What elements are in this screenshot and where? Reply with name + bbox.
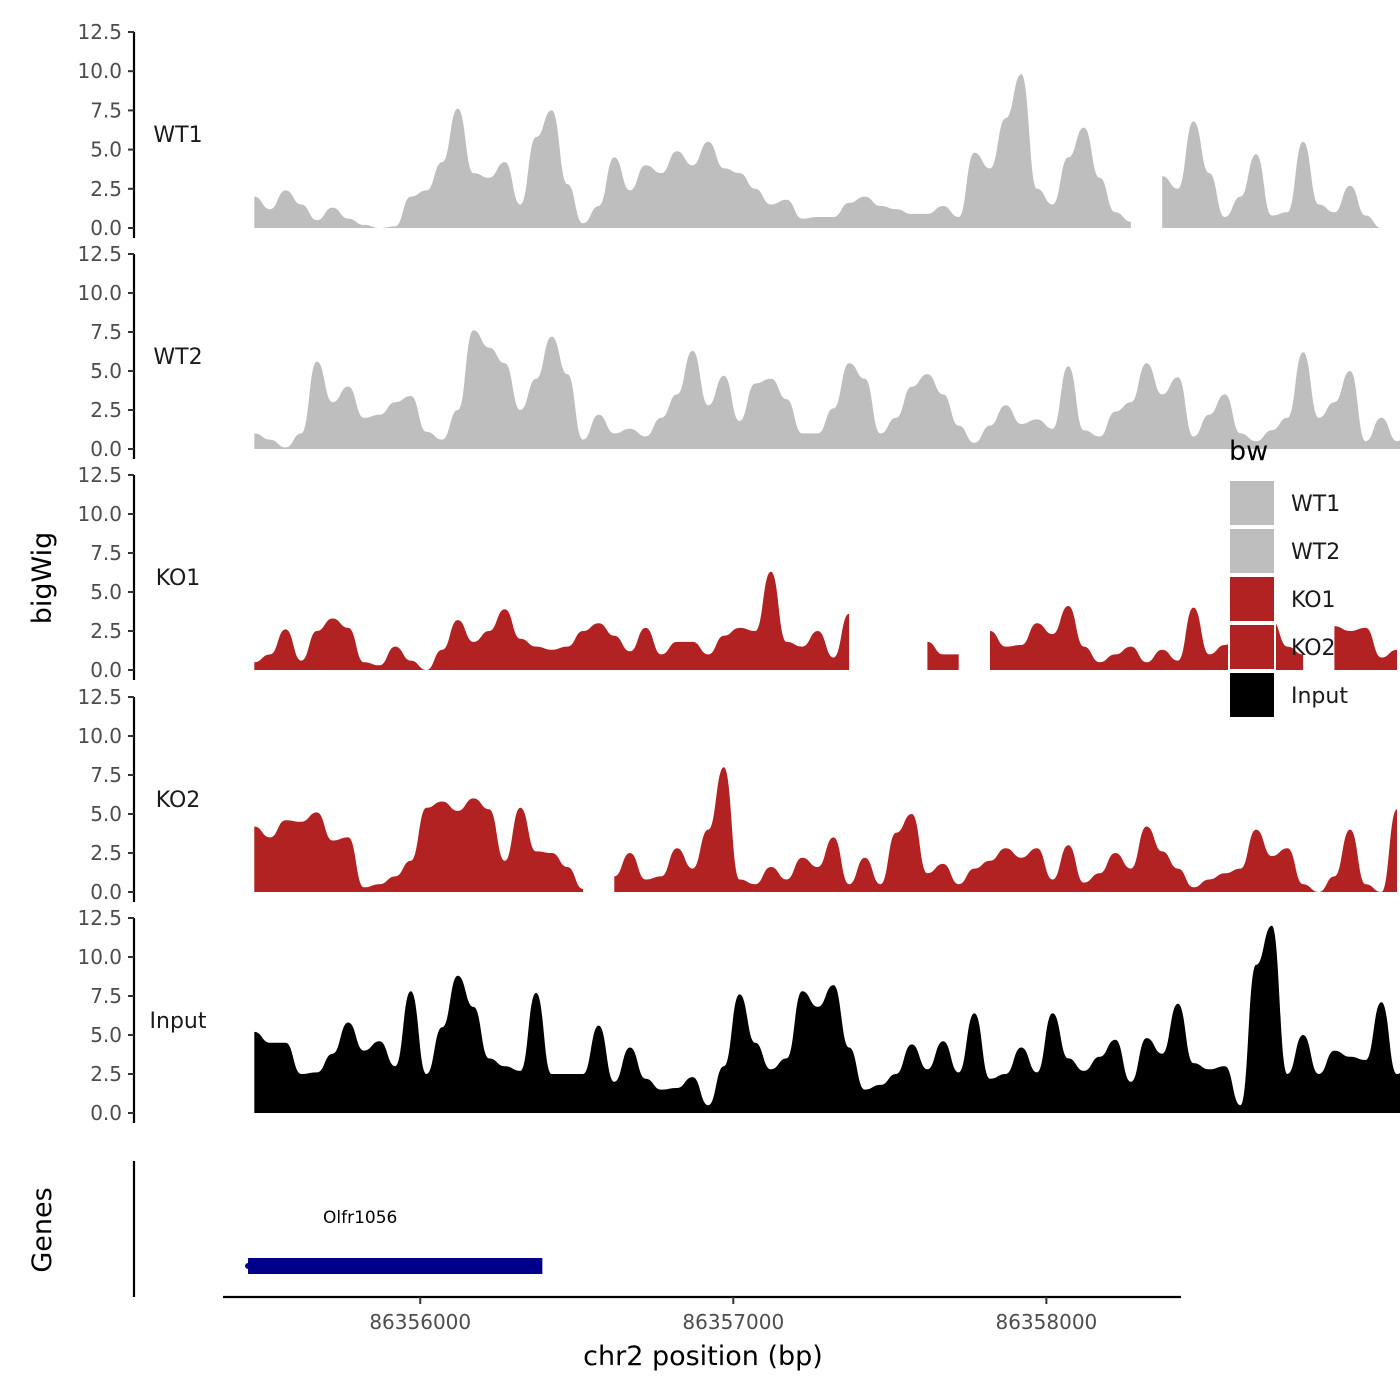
x-axis-title: chr2 position (bp) [583,1341,823,1372]
x-tick-label: 86357000 [682,1310,784,1334]
x-tick-label: 86356000 [369,1310,471,1334]
y-tick-label: 0.0 [90,880,122,904]
legend-swatch-ko2 [1228,623,1276,671]
y-tick-label: 10.0 [77,945,122,969]
y-tick-label: 5.0 [90,1023,122,1047]
track-wt2: 0.0 2.5 5.0 7.5 10.0 12.5 WT2 [77,242,1400,461]
gene-label: Olfr1056 [323,1208,397,1228]
track-label-wt2: WT2 [153,345,202,370]
y-tick-label: 5.0 [90,580,122,604]
track-input: 0.0 2.5 5.0 7.5 10.0 12.5 Input [77,906,1400,1125]
y-tick-label: 0.0 [90,437,122,461]
y-tick-label: 2.5 [90,177,122,201]
legend-label-wt1: WT1 [1291,492,1340,517]
signal-area-wt1 [254,74,1131,228]
y-tick-label: 5.0 [90,802,122,826]
y-tick-label: 7.5 [90,320,122,344]
legend-label-ko2: KO2 [1291,636,1336,661]
y-tick-label: 12.5 [77,242,122,266]
signal-area-ko2 [614,767,1397,892]
signal-area-wt2 [254,330,1400,449]
signal-area-ko1 [990,584,1304,670]
y-tick-label: 7.5 [90,763,122,787]
track-label-input: Input [150,1009,207,1034]
track-label-ko1: KO1 [156,566,201,591]
signal-area-ko1 [927,641,959,670]
signal-area-ko1 [254,571,850,670]
legend-title: bw [1229,436,1268,467]
gene-body [248,1258,543,1274]
legend-swatch-wt2 [1228,527,1276,575]
gene-panel: Olfr1056 [132,1161,543,1297]
legend-label-ko1: KO1 [1291,588,1336,613]
signal-area-ko2 [254,798,584,892]
y-tick-label: 2.5 [90,398,122,422]
track-ko2: 0.0 2.5 5.0 7.5 10.0 12.5 KO2 [77,685,1397,904]
y-tick-label: 5.0 [90,359,122,383]
y-tick-label: 5.0 [90,138,122,162]
y-tick-label: 10.0 [77,281,122,305]
legend-swatch-input [1228,671,1276,719]
y-tick-label: 7.5 [90,984,122,1008]
y-tick-label: 7.5 [90,541,122,565]
x-axis: 86356000 86357000 86358000 [223,1295,1181,1334]
signal-area-ko1 [1334,626,1397,670]
y-tick-label: 10.0 [77,724,122,748]
genes-axis-title: Genes [27,1187,58,1272]
y-tick-label: 12.5 [77,20,122,44]
track-ko1: 0.0 2.5 5.0 7.5 10.0 12.5 KO1 [77,463,1397,682]
track-label-ko2: KO2 [156,788,201,813]
y-tick-label: 2.5 [90,619,122,643]
y-axis-title: bigWig [27,532,58,625]
x-tick-label: 86358000 [995,1310,1097,1334]
y-tick-label: 2.5 [90,1062,122,1086]
y-tick-label: 2.5 [90,841,122,865]
y-tick-label: 0.0 [90,216,122,240]
gene-strand-marker [245,1263,252,1269]
track-wt1: 0.0 2.5 5.0 7.5 10.0 12.5 WT1 [77,20,1382,240]
y-tick-label: 0.0 [90,658,122,682]
track-label-wt1: WT1 [153,123,202,148]
legend-swatch-ko1 [1228,575,1276,623]
signal-area-wt1 [1162,121,1382,228]
y-tick-label: 7.5 [90,98,122,122]
y-tick-label: 12.5 [77,463,122,487]
signal-tracks: 0.0 2.5 5.0 7.5 10.0 12.5 WT1 0.0 2.5 5.0 7.5 10.0 1… [77,20,1400,1125]
y-tick-label: 12.5 [77,906,122,930]
y-tick-label: 0.0 [90,1101,122,1125]
legend-label-wt2: WT2 [1291,540,1340,565]
signal-area-input [254,925,1400,1113]
y-tick-label: 10.0 [77,59,122,83]
legend-swatch-wt1 [1228,479,1276,527]
y-tick-label: 10.0 [77,502,122,526]
legend: bw WT1 WT2 KO1 KO2 Input [1228,436,1348,719]
legend-label-input: Input [1291,684,1348,709]
y-tick-label: 12.5 [77,685,122,709]
